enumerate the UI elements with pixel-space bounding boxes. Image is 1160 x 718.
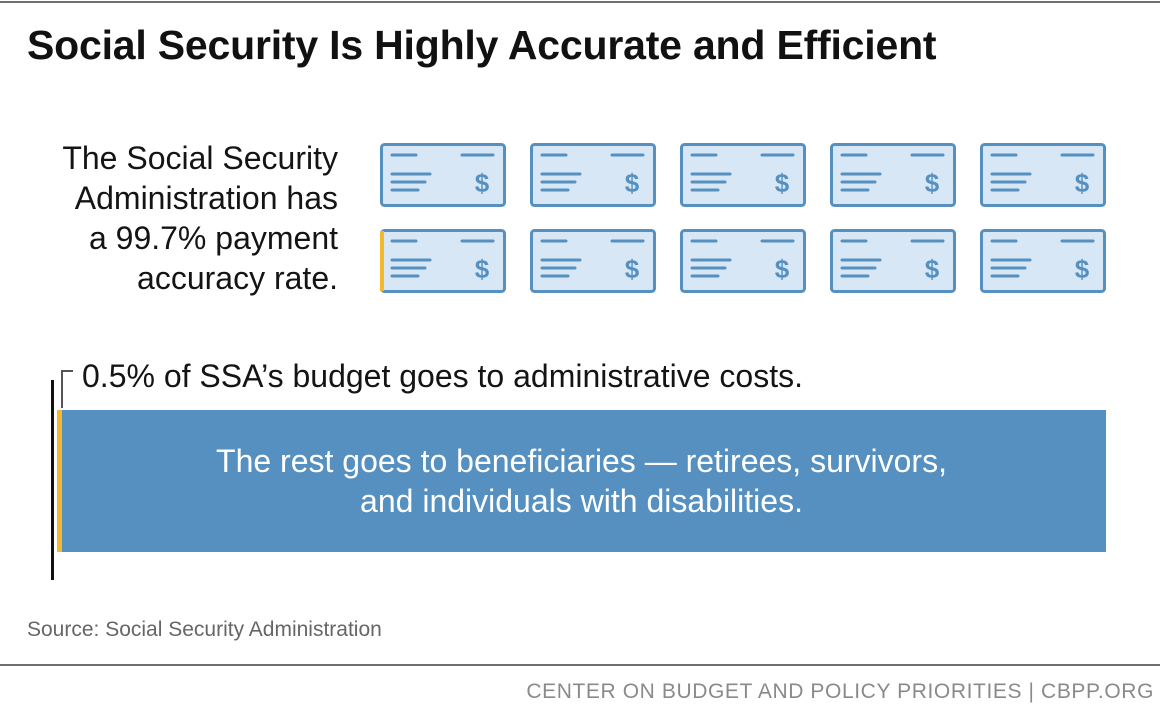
bar-axis-line xyxy=(51,380,54,580)
footer-credit: CENTER ON BUDGET AND POLICY PRIORITIES |… xyxy=(526,680,1154,703)
paycheck-icon: $ xyxy=(830,229,956,293)
admin-cost-label: 0.5% of SSA’s budget goes to administrat… xyxy=(82,358,803,394)
accuracy-line: a 99.7% payment xyxy=(88,220,338,256)
paycheck-icon: $ xyxy=(980,143,1106,207)
paycheck-icon: $ xyxy=(380,229,506,293)
bar-segment-admin xyxy=(57,410,62,552)
bottom-rule xyxy=(0,664,1160,666)
top-rule xyxy=(0,1,1160,3)
admin-leader-tick xyxy=(61,370,73,372)
paycheck-icon: $ xyxy=(680,143,806,207)
paycheck-icon: $ xyxy=(380,143,506,207)
svg-text:$: $ xyxy=(775,254,790,284)
accuracy-text: The Social Security Administration has a… xyxy=(8,138,338,298)
paycheck-icon: $ xyxy=(680,229,806,293)
svg-text:$: $ xyxy=(1075,168,1090,198)
svg-text:$: $ xyxy=(925,254,940,284)
paycheck-icon: $ xyxy=(530,143,656,207)
bar-segment-beneficiaries xyxy=(62,410,1106,552)
accuracy-line: accuracy rate. xyxy=(137,260,338,296)
svg-text:$: $ xyxy=(775,168,790,198)
budget-bar: The rest goes to beneficiaries — retiree… xyxy=(57,410,1106,552)
paycheck-icon: $ xyxy=(530,229,656,293)
paycheck-pictogram: $ $ $ $ $ $ $ $ $ $ xyxy=(380,143,1106,293)
chart-title: Social Security Is Highly Accurate and E… xyxy=(27,22,937,68)
svg-text:$: $ xyxy=(925,168,940,198)
accuracy-line: The Social Security xyxy=(62,140,338,176)
paycheck-icon: $ xyxy=(830,143,956,207)
admin-leader-line xyxy=(61,370,63,408)
paycheck-icon: $ xyxy=(980,229,1106,293)
svg-text:$: $ xyxy=(625,168,640,198)
beneficiaries-label: The rest goes to beneficiaries — retiree… xyxy=(216,443,947,519)
accuracy-line: Administration has xyxy=(74,180,338,216)
bar-label-wrap: The rest goes to beneficiaries — retiree… xyxy=(57,410,1106,552)
svg-text:$: $ xyxy=(475,168,490,198)
svg-text:$: $ xyxy=(1075,254,1090,284)
source-note: Source: Social Security Administration xyxy=(27,618,382,641)
svg-text:$: $ xyxy=(625,254,640,284)
svg-text:$: $ xyxy=(475,254,490,284)
